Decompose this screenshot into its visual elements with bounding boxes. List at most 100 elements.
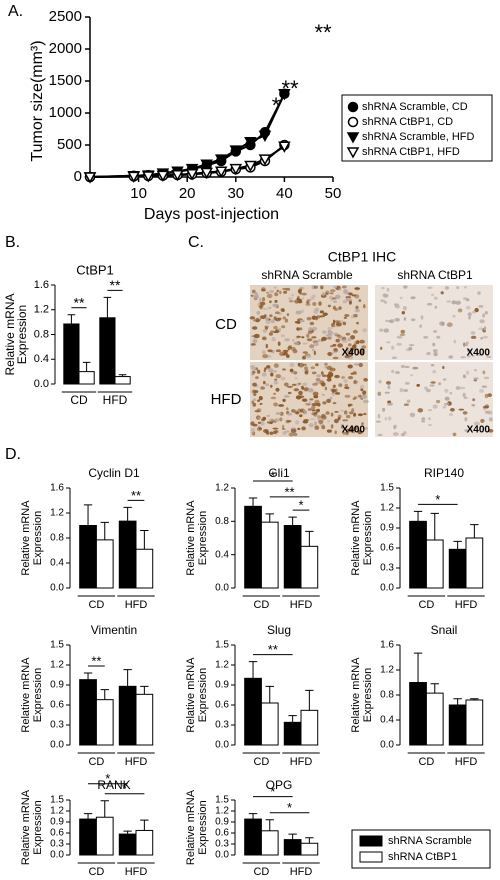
ihc-nucleus <box>387 400 392 404</box>
ihc-nucleus <box>288 432 294 437</box>
ihc-column: shRNA Scramble <box>261 268 353 282</box>
ihc-nucleus <box>326 429 332 432</box>
ihc-nucleus <box>261 336 267 341</box>
point-marker <box>200 159 213 171</box>
ihc-nucleus <box>269 289 274 294</box>
ihc-nucleus <box>333 348 339 353</box>
ihc-nucleus <box>315 377 321 382</box>
ihc-nucleus <box>355 305 359 310</box>
ihc-nucleus <box>342 419 349 422</box>
error-bar <box>248 661 258 679</box>
y-axis-label: Expression <box>32 668 44 722</box>
x-tick-label: CD <box>88 866 104 878</box>
ihc-nucleus <box>338 306 342 310</box>
significance-label: * <box>287 800 292 815</box>
bar <box>260 830 279 856</box>
ihc-nucleus <box>293 432 298 437</box>
y-axis-label: Relative mRNA <box>350 500 362 576</box>
chart-title: Gli1 <box>268 466 290 480</box>
ihc-nucleus <box>268 418 273 422</box>
legend-marker <box>347 101 359 113</box>
ihc-nucleus <box>335 294 341 299</box>
ihc-nucleus <box>274 378 278 381</box>
ihc-nucleus <box>409 412 416 418</box>
ihc-nucleus <box>352 344 357 349</box>
ihc-nucleus <box>456 286 460 290</box>
ihc-nucleus <box>332 402 337 405</box>
ihc-nucleus <box>275 387 280 392</box>
y-tick-label: 0.9 <box>50 680 64 691</box>
ihc-nucleus <box>319 310 324 314</box>
chart-title: CtBP1 <box>76 262 114 277</box>
ihc-nucleus <box>314 414 320 417</box>
ihc-nucleus <box>472 354 475 357</box>
ihc-nucleus <box>273 286 277 289</box>
ihc-nucleus <box>320 371 324 375</box>
ihc-nucleus <box>404 382 410 385</box>
y-tick-label: 0.3 <box>50 720 64 731</box>
y-axis-label: Expression <box>197 511 209 565</box>
error-bar <box>140 685 149 695</box>
ihc-nucleus <box>468 315 471 320</box>
ihc-nucleus <box>317 416 321 421</box>
ihc-nucleus <box>463 286 467 289</box>
ihc-nucleus <box>281 428 286 430</box>
ihc-nucleus <box>474 369 477 372</box>
ihc-nucleus <box>275 412 281 415</box>
error-bar <box>118 374 127 377</box>
ihc-nucleus <box>305 303 311 306</box>
ihc-nucleus <box>430 364 435 367</box>
ihc-nucleus <box>265 320 271 324</box>
ihc-nucleus <box>342 321 347 326</box>
significance-label: ** <box>281 76 299 101</box>
ihc-nucleus <box>362 390 367 395</box>
ihc-nucleus <box>455 386 461 390</box>
ihc-nucleus <box>283 290 287 294</box>
point-marker <box>156 170 170 182</box>
ihc-nucleus <box>311 315 317 320</box>
ihc-nucleus <box>354 287 360 291</box>
ihc-nucleus <box>488 410 493 415</box>
ihc-nucleus <box>267 354 272 358</box>
ihc-nucleus <box>302 351 308 354</box>
bar <box>448 704 467 746</box>
x-tick-label: CD <box>418 599 434 611</box>
ihc-nucleus <box>306 300 310 304</box>
error-bar <box>83 672 93 680</box>
ihc-nucleus <box>344 383 349 388</box>
ihc-nucleus <box>286 407 289 411</box>
ihc-nucleus <box>330 388 335 392</box>
ihc-nucleus <box>307 408 313 411</box>
ihc-nucleus <box>362 427 369 430</box>
ihc-nucleus <box>327 333 333 338</box>
chart-title: Slug <box>267 623 291 637</box>
significance-label: * <box>298 498 303 513</box>
error-bar <box>100 689 109 700</box>
ihc-nucleus <box>306 338 313 342</box>
ihc-nucleus <box>301 292 307 296</box>
ihc-nucleus <box>351 426 358 431</box>
significance-label: ** <box>110 277 121 293</box>
ihc-nucleus <box>259 301 266 306</box>
point-marker <box>229 163 243 176</box>
ihc-nucleus <box>447 401 452 406</box>
ihc-nucleus <box>304 366 308 370</box>
x-tick-label: 30 <box>227 185 244 202</box>
ihc-nucleus <box>259 305 263 310</box>
ihc-nucleus <box>470 335 477 339</box>
y-axis-label: Expression <box>197 668 209 722</box>
error-bar <box>430 512 439 540</box>
ihc-nucleus <box>362 399 369 404</box>
y-tick-label: 1.5 <box>50 795 64 806</box>
ihc-nucleus <box>343 379 348 383</box>
ihc-nucleus <box>399 333 406 336</box>
bar <box>300 709 319 746</box>
y-tick-label: 1.5 <box>215 640 229 651</box>
ihc-nucleus <box>274 430 279 434</box>
point-marker <box>214 154 228 166</box>
ihc-nucleus <box>273 325 278 330</box>
magnification: X400 <box>342 425 366 436</box>
ihc-nucleus <box>296 327 300 331</box>
y-tick-label: 0.8 <box>50 533 64 544</box>
ihc-nucleus <box>260 386 265 390</box>
